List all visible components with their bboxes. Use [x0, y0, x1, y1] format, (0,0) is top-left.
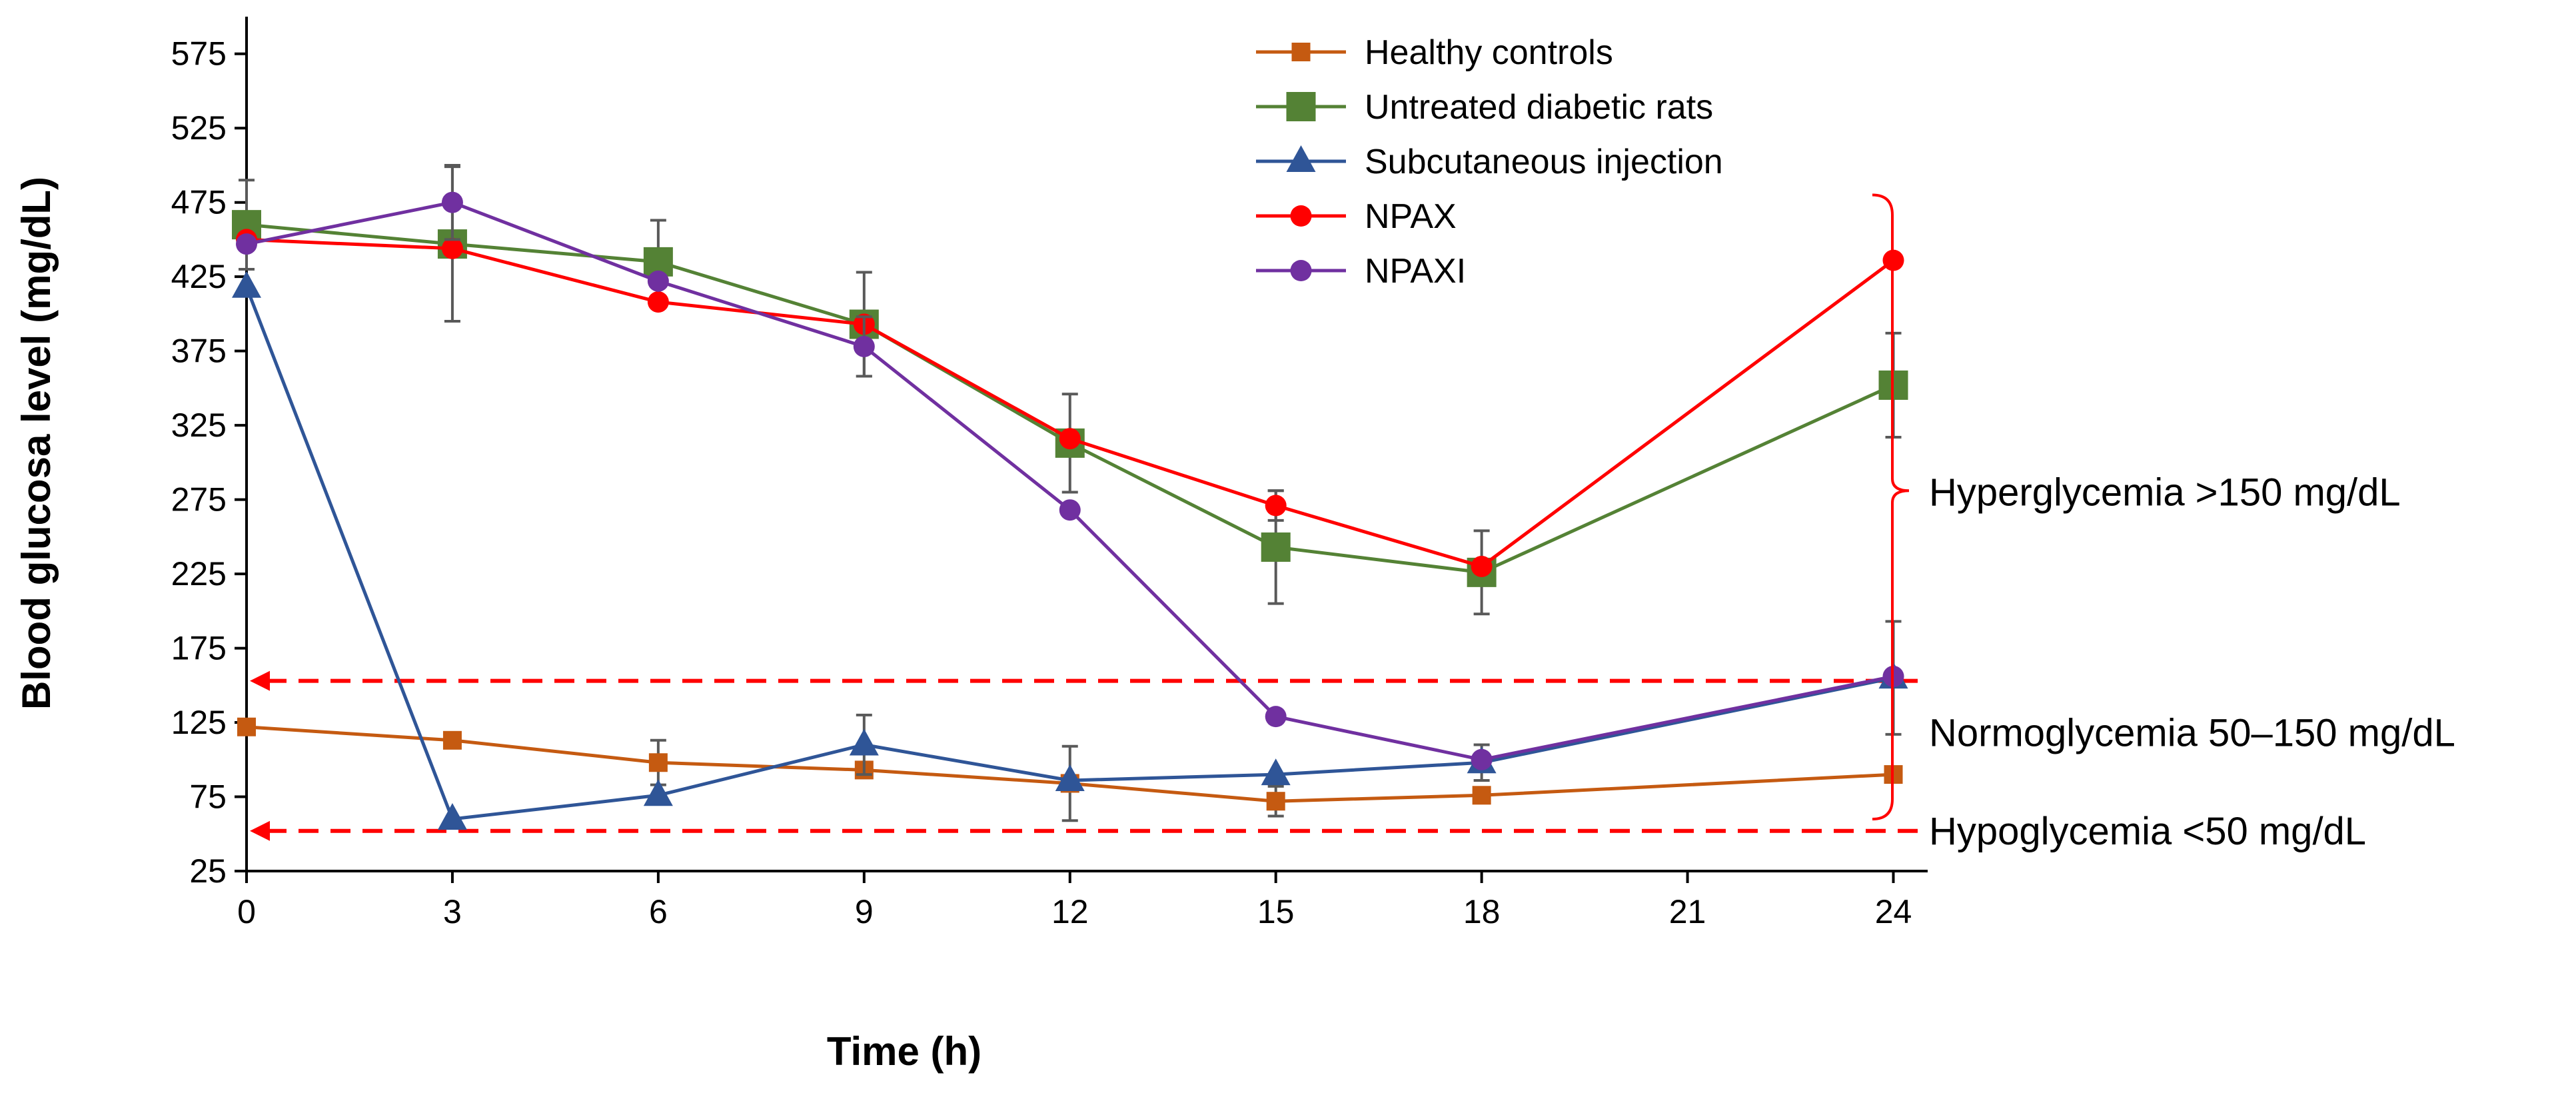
data-point: [647, 291, 669, 313]
legend-marker: [1290, 205, 1312, 227]
y-tick-label: 425: [171, 258, 227, 295]
x-tick-label: 18: [1463, 893, 1501, 930]
series-line: [246, 223, 1894, 574]
data-point: [1261, 758, 1291, 786]
legend-item-npaxi: NPAXI: [1256, 252, 1466, 291]
data-point: [1261, 532, 1291, 562]
data-point: [1472, 786, 1491, 805]
legend-marker: [1290, 260, 1312, 281]
x-tick-label: 6: [649, 893, 668, 930]
legend-marker: [1291, 43, 1311, 61]
legend-item-npax: NPAX: [1256, 197, 1457, 236]
axes: 25 75 125 175 225 275 325 375 425 475 525 575 0 3 6 9 12…: [171, 17, 1928, 930]
threshold-arrowhead: [250, 820, 270, 841]
data-point: [442, 730, 462, 750]
series-npaxi: [236, 163, 1904, 770]
y-tick-label: 475: [171, 184, 227, 221]
data-point: [643, 779, 673, 806]
y-tick-label: 75: [189, 778, 227, 816]
series-line: [246, 725, 1894, 803]
x-axis-title: Time (h): [827, 1029, 981, 1074]
annotation-label: Hyperglycemia >150 mg/dL: [1929, 471, 2401, 514]
series-line: [246, 237, 1895, 568]
data-point: [237, 717, 256, 736]
legend-label: NPAX: [1365, 197, 1457, 236]
y-tick-label: 225: [171, 555, 227, 592]
data-point: [849, 728, 879, 756]
legend-label: Subcutaneous injection: [1365, 143, 1723, 181]
data-point: [1471, 748, 1493, 770]
x-tick-label: 24: [1875, 893, 1912, 930]
y-tick-label: 275: [171, 481, 227, 519]
y-tick-label: 325: [171, 407, 227, 444]
x-tick-label: 12: [1051, 893, 1089, 930]
data-point: [1265, 495, 1287, 517]
y-tick-label: 125: [171, 704, 227, 741]
annotation-label: Hypoglycemia <50 mg/dL: [1929, 810, 2366, 853]
y-axis-title: Blood glucosa level (mg/dL): [14, 177, 59, 710]
bracket-shape: [1872, 193, 1910, 820]
data-point: [441, 191, 463, 213]
x-tick-label: 9: [855, 893, 874, 930]
threshold-arrowhead: [250, 670, 270, 691]
legend-item-healthy-controls: Healthy controls: [1256, 33, 1613, 72]
x-tick-label: 0: [237, 893, 256, 930]
y-tick-label: 525: [171, 109, 227, 147]
data-point: [441, 237, 463, 259]
data-point: [1265, 706, 1287, 728]
legend-item-subcutaneous-injection: Subcutaneous injection: [1256, 143, 1723, 181]
series-untreated-diabetic-rats: [232, 165, 1908, 616]
data-point: [236, 233, 257, 255]
legend-label: Healthy controls: [1365, 33, 1613, 72]
legend: Healthy controls Untreated diabetic rats S…: [1256, 33, 1723, 291]
series-line: [245, 286, 1894, 821]
data-point: [648, 753, 668, 772]
annotations: Hyperglycemia >150 mg/dL Normoglycemia 50…: [1929, 471, 2455, 852]
x-tick-label: 3: [443, 893, 462, 930]
reference-lines: [250, 670, 1929, 841]
y-tick-label: 575: [171, 35, 227, 73]
legend-item-untreated-diabetic-rats: Untreated diabetic rats: [1256, 88, 1713, 127]
series-group: [232, 163, 1908, 830]
legend-label: Untreated diabetic rats: [1365, 88, 1713, 127]
x-tick-label: 15: [1257, 893, 1295, 930]
x-tick-label: 21: [1669, 893, 1706, 930]
annotation-label: Normoglycemia 50–150 mg/dL: [1929, 712, 2455, 755]
data-point: [1059, 499, 1081, 521]
data-point: [1266, 792, 1285, 811]
y-tick-label: 375: [171, 333, 227, 370]
series-line: [246, 201, 1894, 762]
data-point: [1471, 555, 1493, 577]
legend-label: NPAXI: [1365, 252, 1466, 291]
y-tick-label: 25: [189, 852, 227, 890]
hyperglycemia-bracket: [1872, 193, 1910, 820]
data-point: [647, 270, 669, 292]
legend-marker: [1286, 145, 1316, 172]
legend-marker: [1286, 92, 1316, 121]
y-tick-label: 175: [171, 630, 227, 667]
data-point: [1055, 764, 1085, 791]
data-point: [1059, 428, 1081, 450]
data-point: [437, 802, 467, 830]
data-point: [853, 335, 875, 357]
data-point: [232, 271, 261, 298]
